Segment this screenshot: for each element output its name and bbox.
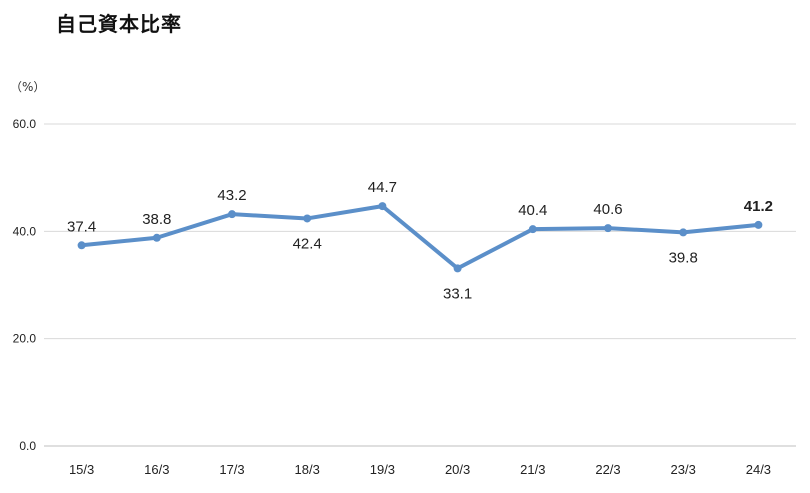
- data-point: [754, 220, 763, 229]
- y-unit-label: （%）: [10, 80, 46, 94]
- x-tick-label: 20/3: [445, 462, 470, 477]
- data-label: 37.4: [67, 218, 96, 235]
- data-point: [77, 241, 86, 250]
- data-label: 38.8: [142, 211, 171, 228]
- x-tick-label: 16/3: [144, 462, 169, 477]
- data-point: [152, 233, 161, 242]
- data-point: [378, 202, 387, 211]
- data-label: 33.1: [443, 285, 472, 302]
- data-point: [679, 228, 688, 237]
- data-point: [303, 214, 312, 223]
- data-label: 39.8: [669, 249, 698, 266]
- data-point: [228, 210, 236, 219]
- series-line: [79, 204, 761, 271]
- data-label: 41.2: [744, 198, 773, 215]
- x-tick-label: 22/3: [595, 462, 620, 477]
- y-tick-label: 60.0: [13, 117, 37, 131]
- chart-title: 自己資本比率: [56, 12, 182, 36]
- data-point: [453, 264, 462, 273]
- data-point: [528, 225, 537, 234]
- x-tick-label: 24/3: [746, 462, 771, 477]
- x-tick-label: 19/3: [370, 462, 395, 477]
- data-label: 40.6: [593, 201, 622, 218]
- x-tick-label: 21/3: [520, 462, 545, 477]
- data-label: 40.4: [518, 202, 547, 219]
- data-label: 43.2: [217, 187, 246, 204]
- x-tick-label: 18/3: [295, 462, 320, 477]
- x-tick-label: 15/3: [69, 462, 94, 477]
- data-point: [604, 224, 612, 233]
- x-tick-label: 23/3: [671, 462, 696, 477]
- data-label: 44.7: [368, 179, 397, 196]
- y-tick-label: 40.0: [13, 224, 37, 238]
- y-tick-label: 20.0: [13, 332, 37, 346]
- x-tick-label: 17/3: [219, 462, 244, 477]
- data-label: 42.4: [293, 235, 322, 252]
- y-tick-label: 0.0: [19, 439, 36, 453]
